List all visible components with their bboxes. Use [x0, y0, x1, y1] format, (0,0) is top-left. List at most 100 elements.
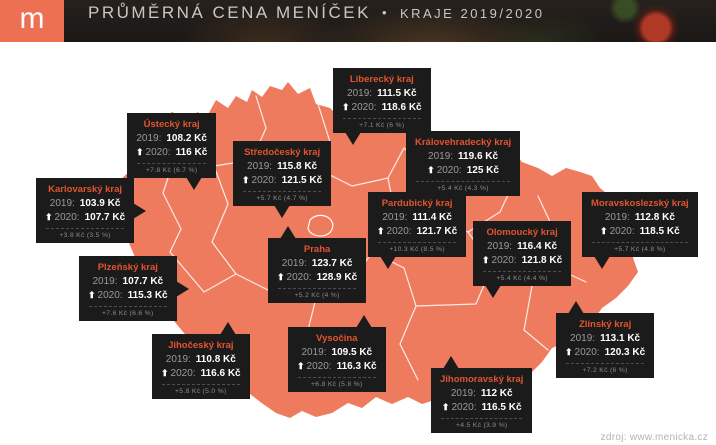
price-2020: 125 Kč — [466, 164, 499, 176]
year-2019-label: 2019: — [487, 241, 513, 252]
callout-jihocesky-kraj: Jihočeský kraj 2019: 110.8 Kč ⬆ 2020: 116.6… — [152, 322, 250, 399]
price-2020: 118.5 Kč — [639, 225, 680, 237]
praha-region-outline — [307, 214, 334, 237]
year-2019-label: 2019: — [428, 151, 454, 162]
callout-zlinsky-kraj: Zlínský kraj 2019: 113.1 Kč ⬆ 2020: 120.3 K… — [556, 301, 655, 378]
region-name: Jihočeský kraj — [168, 340, 234, 351]
price-2020: 115.3 Kč — [127, 289, 168, 301]
title-main: PRŮMĚRNÁ CENA MENÍČEK — [88, 3, 371, 22]
price-2019: 108.2 Kč — [166, 133, 207, 144]
year-2020-label: 2020: — [97, 289, 123, 301]
callout-tail — [355, 315, 372, 328]
divider — [46, 228, 125, 229]
up-arrow-icon: ⬆ — [136, 146, 144, 157]
callout-ustecky-kraj: Ústecký kraj 2019: 108.2 Kč ⬆ 2020: 116 Kč … — [127, 113, 217, 190]
divider — [416, 181, 511, 182]
price-2019: 116.4 Kč — [517, 241, 558, 252]
year-2020-label: 2020: — [286, 271, 312, 283]
year-2020-label: 2020: — [436, 164, 462, 176]
price-2020: 107.7 Kč — [84, 211, 126, 223]
year-2020-label: 2020: — [251, 174, 277, 186]
year-2020-label: 2020: — [54, 211, 80, 223]
region-name: Liberecký kraj — [349, 74, 414, 85]
price-change-note: +7.8 Kč (6.7 %) — [145, 167, 198, 174]
callout-tail — [219, 322, 236, 335]
price-2020: 121.5 Kč — [281, 174, 323, 186]
callout-plzensky-kraj: Plzeňský kraj 2019: 107.7 Kč ⬆ 2020: 115.3 … — [79, 256, 189, 321]
callout-moravskoslezsky-kraj: Moravskoslezský kraj 2019: 112.8 Kč ⬆ 2020… — [582, 192, 698, 269]
callout-tail — [443, 356, 459, 369]
callout-tail — [280, 226, 296, 239]
price-2019: 115.8 Kč — [277, 161, 318, 172]
callout-stredocesky-kraj: Středočeský kraj 2019: 115.8 Kč ⬆ 2020: 121… — [233, 141, 332, 218]
price-2019: 119.6 Kč — [458, 151, 499, 162]
year-2019-label: 2019: — [165, 354, 191, 365]
price-2020: 121.7 Kč — [416, 225, 458, 237]
callout-jihomoravsky-kraj: Jihomoravský kraj 2019: 112 Kč ⬆ 2020: 116.… — [431, 356, 533, 433]
price-2020: 116.3 Kč — [336, 360, 377, 372]
region-name: Karlovarský kraj — [48, 184, 123, 195]
price-2020: 128.9 Kč — [316, 271, 358, 283]
up-arrow-icon: ⬆ — [88, 289, 96, 300]
price-change-note: +4.5 Kč (3.9 %) — [455, 422, 508, 429]
divider — [441, 418, 523, 419]
region-name: Plzeňský kraj — [97, 262, 158, 273]
region-name: Olomoucký kraj — [486, 227, 558, 238]
region-name: Praha — [303, 244, 331, 255]
price-2020: 118.6 Kč — [381, 101, 422, 113]
callout-tail — [274, 205, 291, 218]
divider — [137, 163, 207, 164]
price-2020: 116.5 Kč — [481, 401, 522, 413]
callout-olomoucky-kraj: Olomoucký kraj 2019: 116.4 Kč ⬆ 2020: 121.8… — [473, 221, 572, 298]
header-bar: m PRŮMĚRNÁ CENA MENÍČEK • KRAJE 2019/202… — [0, 0, 716, 42]
divider — [243, 191, 322, 192]
callout-tail — [594, 256, 610, 269]
callout-praha: Praha 2019: 123.7 Kč ⬆ 2020: 128.9 Kč +5.2 … — [268, 226, 367, 303]
price-2019: 111.4 Kč — [412, 212, 452, 223]
year-2019-label: 2019: — [247, 161, 273, 172]
year-2019-label: 2019: — [570, 333, 596, 344]
year-2019-label: 2019: — [382, 212, 408, 223]
divider — [278, 288, 357, 289]
callout-tail — [175, 280, 189, 297]
price-2019: 123.7 Kč — [311, 258, 353, 269]
year-2020-label: 2020: — [351, 101, 377, 113]
up-arrow-icon: ⬆ — [277, 271, 285, 282]
callout-tail — [380, 256, 396, 269]
up-arrow-icon: ⬆ — [161, 367, 169, 378]
year-2020-label: 2020: — [145, 146, 171, 158]
year-2020-label: 2020: — [491, 254, 517, 266]
up-arrow-icon: ⬆ — [242, 174, 250, 185]
up-arrow-icon: ⬆ — [297, 360, 305, 371]
up-arrow-icon: ⬆ — [377, 225, 385, 236]
price-change-note: +5.4 Kč (4.4 %) — [496, 275, 548, 282]
price-2019: 113.1 Kč — [600, 333, 641, 344]
region-name: Vysočina — [316, 333, 358, 344]
price-change-note: +7.2 Kč (6 %) — [582, 367, 628, 374]
price-2019: 111.5 Kč — [377, 88, 417, 99]
price-2020: 116 Kč — [175, 146, 208, 158]
region-name: Zlínský kraj — [578, 319, 632, 330]
divider — [162, 384, 240, 385]
year-2019-label: 2019: — [604, 212, 630, 223]
region-name: Moravskoslezský kraj — [591, 198, 689, 209]
callout-tail — [485, 285, 501, 298]
price-2019: 112 Kč — [480, 388, 513, 399]
price-2019: 109.5 Kč — [331, 347, 373, 358]
divider — [378, 242, 457, 243]
year-2019-label: 2019: — [136, 133, 162, 144]
up-arrow-icon: ⬆ — [482, 254, 490, 265]
up-arrow-icon: ⬆ — [45, 211, 53, 222]
callout-kralovehradecky-kraj: Královehradecký kraj 2019: 119.6 Kč ⬆ 2020… — [406, 131, 521, 208]
price-change-note: +7.6 Kč (6.6 %) — [102, 310, 154, 317]
source-credit: zdroj: www.menicka.cz — [600, 432, 708, 443]
price-2020: 121.8 Kč — [521, 254, 563, 266]
divider — [89, 306, 167, 307]
callout-tail — [133, 202, 147, 219]
callout-tail — [345, 132, 361, 145]
divider — [483, 271, 562, 272]
up-arrow-icon: ⬆ — [565, 346, 573, 357]
region-name: Pardubický kraj — [381, 198, 453, 209]
year-2020-label: 2020: — [574, 346, 600, 358]
callout-karlovarsky-kraj: Karlovarský kraj 2019: 103.9 Kč ⬆ 2020: 107… — [36, 178, 147, 243]
